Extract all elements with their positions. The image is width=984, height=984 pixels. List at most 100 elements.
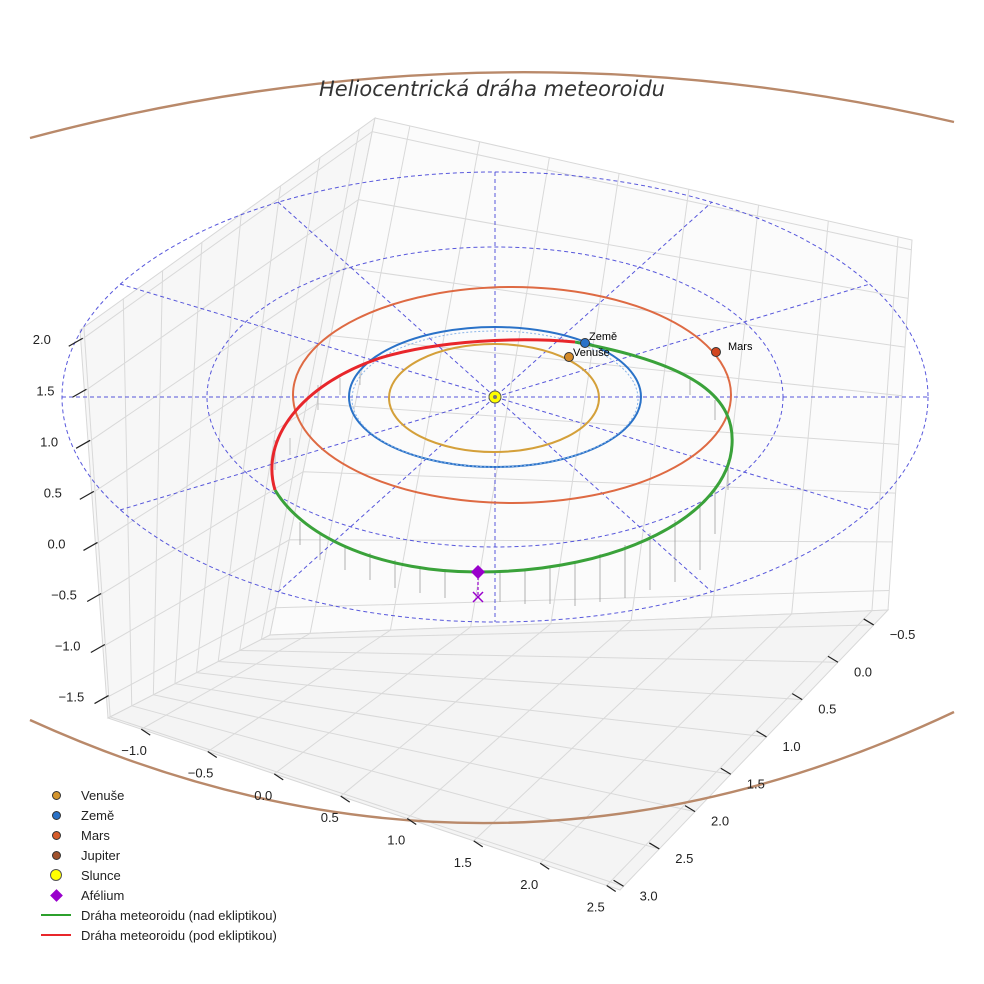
y-tick-label: 1.0 [783,739,801,754]
z-gridline [106,590,890,699]
y-tick-mark [791,693,803,701]
legend-dot-icon [51,850,61,860]
y-tick-mark [613,879,624,887]
y-tick-label: 0.0 [854,664,872,679]
jupiter-orbit-bottom [29,710,955,825]
x-gridline [606,236,899,886]
x-tick-label: 0.0 [254,788,272,803]
aphelion-marker [471,565,485,579]
x-tick-label: −0.5 [188,766,214,781]
chart-title: Heliocentrická dráha meteoroidu [319,77,665,101]
legend-dot-icon [51,830,61,840]
z-axis: −1.5 −1.0 −0.5 0.0 0.5 1.0 1.5 2.0 [33,332,109,705]
legend-item: Dráha meteoroidu (pod ekliptikou) [36,925,277,945]
z-tick-mark [68,337,84,347]
aphelion-projection-icon [472,591,484,603]
legend-item: Slunce [36,865,277,885]
y-gridline [152,270,696,813]
legend-item: Dráha meteoroidu (nad ekliptikou) [36,905,277,925]
x-tick-label: 0.5 [321,810,339,825]
z-gridline [80,131,912,341]
y-tick-label: 1.5 [747,776,765,791]
x-tick-mark [340,795,351,803]
legend-line-icon [41,934,71,936]
jupiter-orbit-top [29,71,955,140]
z-tick-label: 2.0 [33,332,51,347]
y-tick-mark [720,767,732,775]
legend-sun-icon [50,869,62,881]
x-gridline [539,220,829,864]
legend-item: Venuše [36,785,277,805]
y-tick-label: 2.0 [711,814,729,829]
y-gridline [122,298,660,850]
ecliptic-reference [61,171,929,623]
grid-lines [80,125,912,887]
z-tick-label: −1.0 [55,639,81,654]
venus-label: Venuše [573,347,610,359]
legend-label: Jupiter [81,847,121,863]
y-gridline [196,214,767,738]
legend-line-icon [41,914,71,916]
x-tick-mark [273,773,284,781]
z-tick-label: −1.5 [59,690,85,705]
venus-marker [564,352,574,362]
legend-label: Venuše [81,787,125,803]
earth-orbit [348,326,642,468]
pane-floor [106,609,890,891]
x-tick-label: −1.0 [121,743,147,758]
legend-label: Dráha meteoroidu (pod ekliptikou) [81,927,277,943]
x-tick-mark [140,728,151,736]
y-gridline [174,242,731,775]
legend-item: Mars [36,825,277,845]
z-gridline [102,539,893,647]
x-tick-mark [606,885,617,893]
y-tick-mark [756,730,767,738]
z-tick-mark [79,490,95,500]
z-tick-label: −0.5 [51,587,77,602]
legend-diamond-icon [49,888,63,902]
legend-dot-icon [51,810,61,820]
z-tick-label: 0.0 [47,536,65,551]
sun-marker [488,390,502,404]
x-tick-mark [207,751,218,759]
z-tick-mark [72,388,87,398]
z-gridline [98,471,896,596]
x-gridline [473,205,760,842]
mars-orbit [292,286,732,504]
legend-label: Dráha meteoroidu (nad ekliptikou) [81,907,277,923]
y-tick-label: −0.5 [890,627,916,642]
z-gridline [84,199,909,392]
y-tick-label: 2.5 [675,851,693,866]
legend-label: Mars [81,827,110,843]
venus-orbit [388,343,600,453]
z-gridline [87,267,906,443]
z-tick-label: 0.5 [44,485,62,500]
x-tick-label: 1.5 [454,855,472,870]
z-tick-mark [86,592,102,602]
y-gridline [260,129,874,640]
y-tick-mark [827,655,839,663]
mars-marker [711,347,721,357]
earth-orbit-shadow [351,330,639,468]
y-axis: −0.5 0.0 0.5 1.0 1.5 2.0 2.5 3.0 [613,618,916,903]
x-tick-mark [406,818,417,826]
x-gridline [207,141,481,752]
y-gridline [83,327,624,887]
z-gridline [91,335,902,494]
legend-label: Slunce [81,867,121,883]
z-tick-mark [94,695,109,705]
x-gridline [340,173,620,797]
legend-item: Jupiter [36,845,277,865]
x-gridline [406,189,690,819]
legend: Venuše Země Mars Jupiter Slunce Afélium Dráha … [36,785,277,945]
z-tick-mark [90,644,106,654]
legend-item: Země [36,805,277,825]
z-tick-label: 1.0 [40,434,58,449]
meteoroid-orbit-below [270,338,576,491]
earth-label: Země [589,331,617,343]
z-tick-mark [83,541,98,551]
x-tick-label: 2.5 [587,900,605,915]
x-tick-mark [473,840,484,848]
meteoroid-drop-lines [274,372,729,606]
